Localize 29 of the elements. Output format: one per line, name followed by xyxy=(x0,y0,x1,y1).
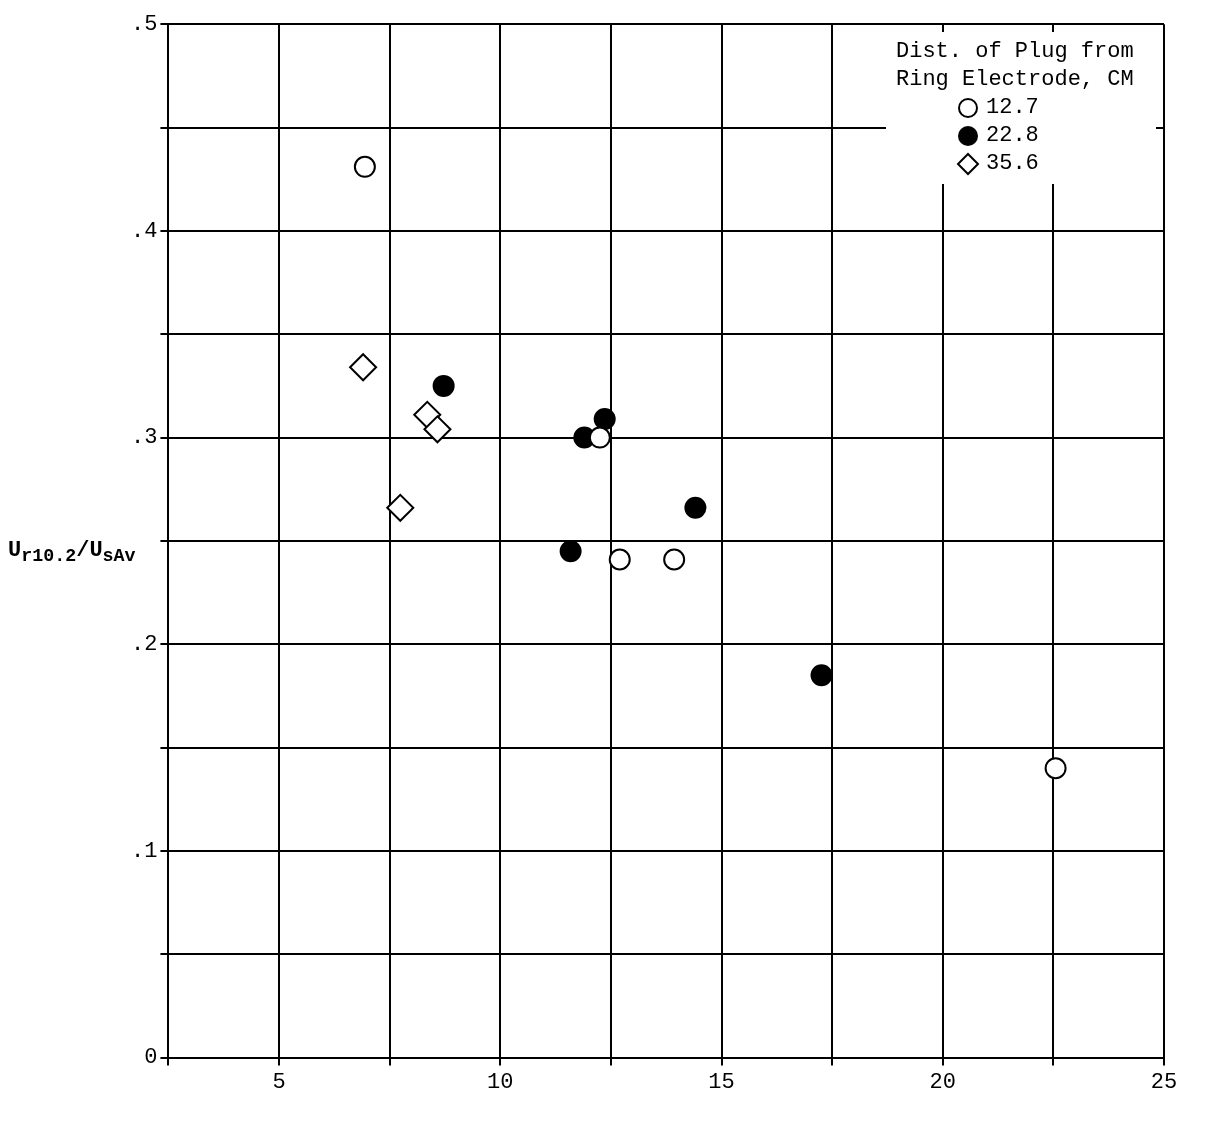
x-tick-label: 20 xyxy=(929,1069,956,1095)
legend-title: Dist. of Plug from Ring Electrode, CM xyxy=(896,38,1135,95)
legend-label: 12.7 xyxy=(986,94,1039,123)
point xyxy=(353,155,376,178)
point xyxy=(1044,757,1067,780)
point xyxy=(684,496,707,519)
point xyxy=(349,353,378,382)
y-tick-label: .4 xyxy=(131,218,158,244)
point xyxy=(593,407,616,430)
legend-label: 22.8 xyxy=(986,122,1039,151)
y-axis-title: U$_{r10.2}$/U$_{sAv}$ xyxy=(8,538,136,568)
legend-label: 35.6 xyxy=(986,150,1039,179)
y-tick-label: .2 xyxy=(131,632,158,658)
y-tick-label: .5 xyxy=(131,12,158,38)
point xyxy=(810,664,833,687)
y-tick-label: .1 xyxy=(131,838,158,864)
y-tick-label: .3 xyxy=(131,425,158,451)
point xyxy=(432,374,455,397)
x-tick-label: 5 xyxy=(272,1069,286,1095)
point xyxy=(663,548,686,571)
x-tick-label: 15 xyxy=(708,1069,735,1095)
point xyxy=(559,540,582,563)
x-tick-label: 10 xyxy=(487,1069,514,1095)
point xyxy=(386,493,415,522)
point xyxy=(608,548,631,571)
point xyxy=(423,415,452,444)
y-tick-label: 0 xyxy=(144,1045,158,1071)
x-tick-label: 25 xyxy=(1150,1069,1178,1095)
point xyxy=(588,426,611,449)
